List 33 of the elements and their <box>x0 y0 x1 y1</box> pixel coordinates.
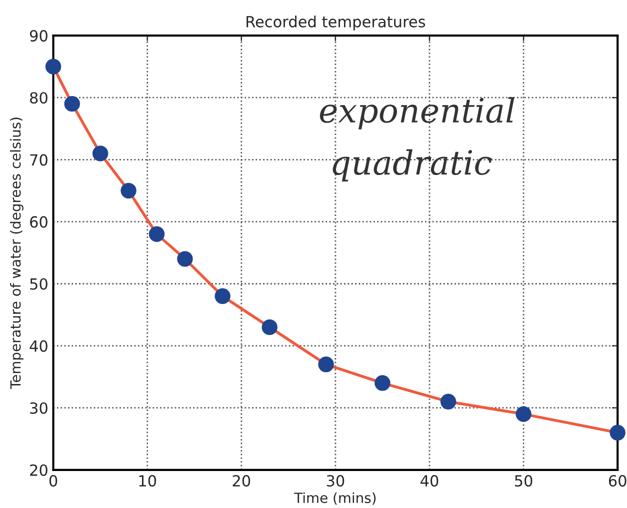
point <box>177 251 193 267</box>
annotation: quadratic <box>332 149 492 182</box>
point <box>610 424 626 441</box>
y-tick-label: 50 <box>30 278 48 290</box>
point <box>64 96 80 112</box>
point <box>214 288 230 304</box>
chart-title: Recorded temperatures <box>246 16 426 30</box>
y-axis-title: Temperature of water (degrees celsius) <box>10 118 24 390</box>
y-tick-label: 90 <box>30 30 48 42</box>
x-tick-label: 50 <box>515 475 532 487</box>
point <box>374 375 390 391</box>
point <box>318 356 334 372</box>
y-tick-label: 80 <box>30 92 48 104</box>
y-tick-label: 30 <box>30 402 48 414</box>
y-tick-label: 40 <box>30 340 48 352</box>
y-tick-label: 60 <box>30 216 48 228</box>
point <box>262 319 278 336</box>
point <box>516 406 532 422</box>
y-tick-label: 70 <box>30 154 48 166</box>
x-tick-label: 0 <box>49 475 58 487</box>
point <box>92 146 108 162</box>
point <box>440 394 456 410</box>
x-axis-title: Time (mins) <box>294 492 376 505</box>
x-tick-label: 20 <box>232 475 250 487</box>
x-tick-label: 60 <box>608 475 626 487</box>
point <box>120 182 136 199</box>
point <box>148 226 165 242</box>
annotation: exponential <box>320 97 514 130</box>
point <box>45 58 62 74</box>
x-tick-label: 40 <box>420 475 438 487</box>
x-tick-label: 10 <box>139 475 156 487</box>
x-tick-label: 30 <box>326 475 344 487</box>
y-tick-label: 20 <box>30 464 48 476</box>
